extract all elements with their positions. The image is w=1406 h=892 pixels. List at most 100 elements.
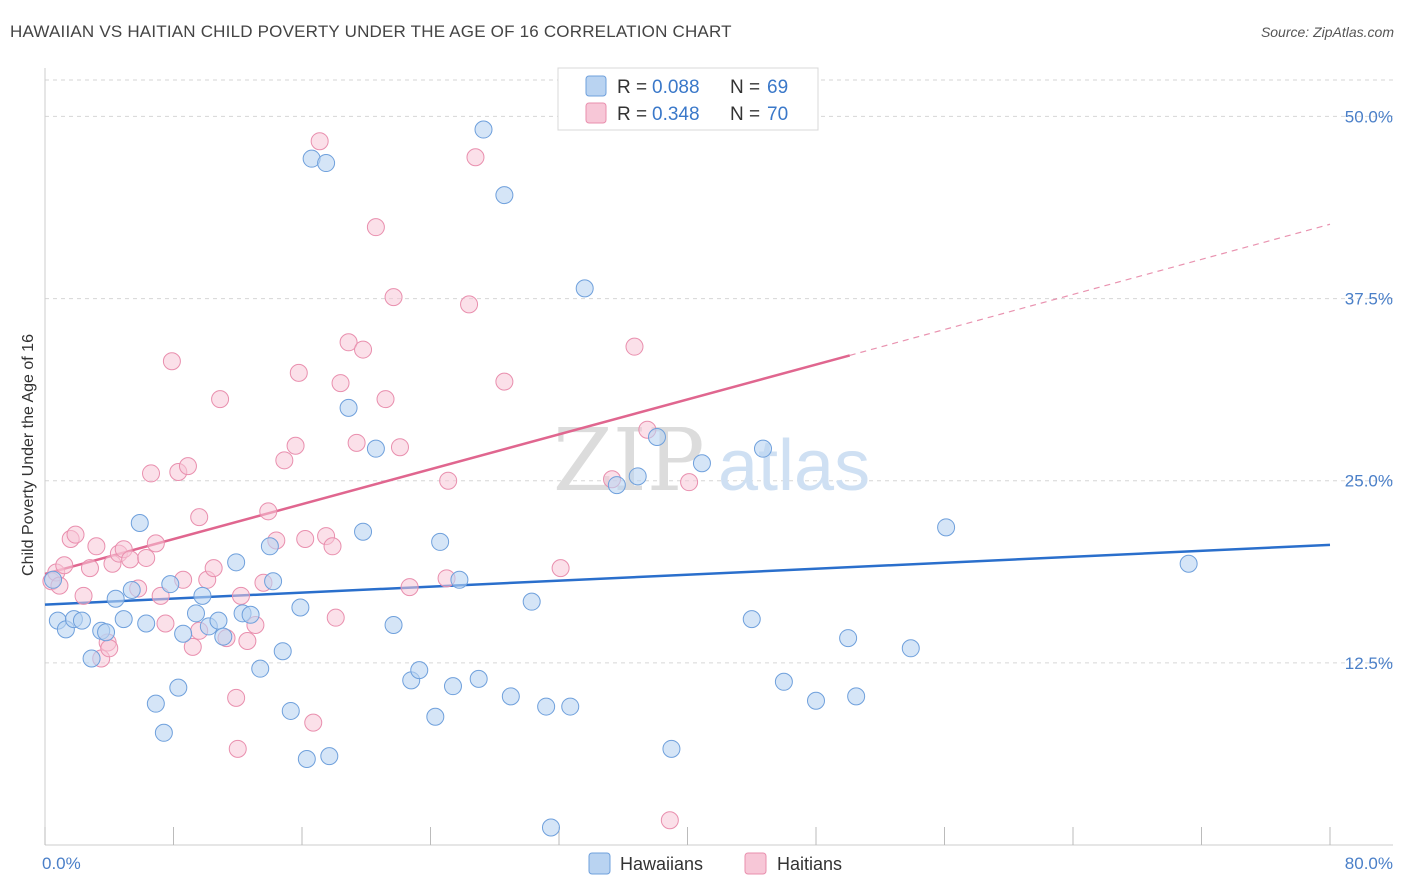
hawaiian-point <box>106 589 125 608</box>
hawaiian-point <box>209 611 228 630</box>
haitians-legend-label: Haitians <box>777 854 842 874</box>
haitian-point <box>460 295 479 314</box>
hawaiian-point <box>227 553 246 572</box>
haitian-point <box>87 537 106 556</box>
hawaiian-point <box>384 615 403 634</box>
hawaiian-point <box>174 624 193 643</box>
haitian-trend-line <box>44 354 851 576</box>
top-legend: R = 0.088 N = 69 R = 0.348 N = 70 <box>557 67 819 131</box>
hawaiian-point <box>161 575 180 594</box>
hawaiian-point <box>317 154 336 173</box>
hawaiian-point <box>474 120 493 139</box>
hawaiian-point <box>753 439 772 458</box>
haitian-point <box>625 337 644 356</box>
hawaiian-point <box>501 687 520 706</box>
bottom-legend: Hawaiians Haitians <box>588 852 842 875</box>
hawaiian-point <box>260 537 279 556</box>
hawaiian-point <box>137 614 156 633</box>
hawaiian-point <box>847 687 866 706</box>
haitian-point <box>178 457 197 476</box>
haitian-point <box>551 559 570 578</box>
haitian-point <box>366 218 385 237</box>
haitian-legend-swatch <box>585 102 607 124</box>
hawaiian-point <box>193 586 212 605</box>
haitian-point <box>323 537 342 556</box>
haitian-point <box>162 352 181 371</box>
hawaiian-point <box>607 476 626 495</box>
chart-title: HAWAIIAN VS HAITIAN CHILD POVERTY UNDER … <box>10 22 732 41</box>
hawaiian-point <box>541 818 560 837</box>
haitian-point <box>339 333 358 352</box>
hawaiian-n-value: 69 <box>767 77 788 98</box>
haitian-point <box>146 534 165 553</box>
hawaiian-point <box>937 518 956 537</box>
hawaiian-point <box>901 639 920 658</box>
hawaiian-point <box>426 707 445 726</box>
haitian-point <box>384 288 403 307</box>
y-tick-label: 25.0% <box>1345 472 1393 491</box>
haitian-point <box>211 390 230 409</box>
hawaiian-point <box>291 598 310 617</box>
hawaiian-point <box>114 610 133 629</box>
haitian-points <box>42 132 699 830</box>
haitian-point <box>183 637 202 656</box>
haitian-point <box>466 148 485 167</box>
haitian-point <box>331 374 350 393</box>
hawaiian-r-label: R = <box>617 77 647 98</box>
haitian-point <box>660 811 679 830</box>
hawaiian-point <box>628 467 647 486</box>
haitian-point <box>80 559 99 578</box>
hawaiian-point <box>214 627 233 646</box>
haitian-r-value: 0.348 <box>652 104 700 125</box>
haitian-point <box>156 614 175 633</box>
haitian-point <box>310 132 329 151</box>
hawaiian-point <box>807 691 825 710</box>
haitian-point <box>495 372 514 391</box>
hawaiian-point <box>647 428 666 446</box>
haitian-point <box>347 433 366 452</box>
y-axis-title: Child Poverty Under the Age of 16 <box>20 334 37 576</box>
hawaiian-point <box>431 532 450 551</box>
hawaiian-point <box>561 697 580 716</box>
y-tick-labels: 12.5% 25.0% 37.5% 50.0% <box>1345 107 1393 672</box>
hawaiian-point <box>82 649 101 668</box>
haitian-n-value: 70 <box>767 104 788 125</box>
trend-lines <box>44 223 1331 606</box>
hawaiian-point <box>72 611 91 630</box>
hawaiian-point <box>575 279 594 298</box>
hawaiian-point <box>97 623 116 642</box>
hawaiian-point <box>774 672 793 691</box>
hawaiian-point <box>839 629 858 648</box>
x-tick-label-min: 0.0% <box>42 854 81 873</box>
hawaiian-point <box>44 570 63 589</box>
hawaiian-point <box>366 439 385 458</box>
hawaiians-legend-label: Hawaiians <box>620 854 703 874</box>
haitian-point <box>289 363 308 382</box>
haitian-point <box>439 471 458 490</box>
haitian-point <box>74 586 93 605</box>
hawaiian-point <box>339 398 358 417</box>
haitian-point <box>296 530 315 548</box>
watermark-zip: ZIP <box>553 411 705 511</box>
chart-source: Source: ZipAtlas.com <box>1260 24 1394 40</box>
haitian-point <box>275 451 294 470</box>
hawaiian-point <box>264 572 283 591</box>
hawaiian-point <box>410 661 429 680</box>
hawaiian-points <box>44 120 1198 837</box>
haitian-point <box>390 438 409 457</box>
haitian-point <box>227 688 246 707</box>
hawaiian-point <box>469 669 488 688</box>
hawaiian-point <box>742 610 761 629</box>
haitian-point <box>137 548 156 567</box>
grid <box>45 79 1393 664</box>
hawaiian-point <box>495 186 514 205</box>
hawaiian-point <box>320 747 339 766</box>
watermark-atlas: atlas <box>718 426 870 506</box>
hawaiian-point <box>241 605 260 624</box>
hawaiian-point <box>443 677 462 696</box>
hawaiian-point <box>662 739 681 758</box>
hawaiian-point <box>537 697 556 716</box>
hawaiian-point <box>169 678 188 697</box>
haitian-point <box>680 473 699 492</box>
haitian-point <box>121 550 140 569</box>
